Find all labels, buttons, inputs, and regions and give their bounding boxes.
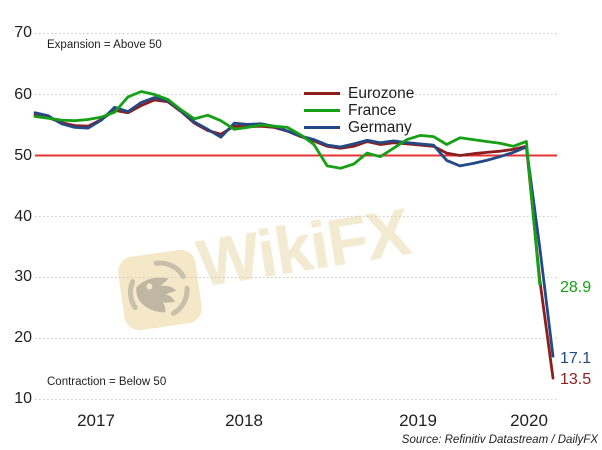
end-value-germany: 17.1 [560,350,592,367]
y-axis-tick-30: 30 [14,268,32,285]
series-line-eurozone [33,98,555,380]
eurozone-line-swatch [304,92,340,95]
y-axis-tick-50: 50 [14,147,32,164]
y-axis-tick-20: 20 [14,329,32,346]
chart-legend: Eurozone France Germany [304,85,414,136]
legend-row-eurozone: Eurozone [304,85,414,102]
germany-line-swatch [304,126,340,129]
france-line-swatch [304,109,340,112]
y-axis-tick-60: 60 [14,86,32,103]
legend-row-france: France [304,102,414,119]
x-axis-tick-2018: 2018 [225,411,263,430]
x-axis-tick-2017: 2017 [77,411,115,430]
series-line-germany [33,96,555,358]
legend-row-germany: Germany [304,119,414,136]
source-credit: Source: Refinitiv Datastream / DailyFX [401,434,598,446]
y-axis-tick-10: 10 [14,390,32,407]
end-value-eurozone: 13.5 [560,371,592,388]
x-axis-tick-2020: 2020 [510,411,548,430]
y-axis-tick-40: 40 [14,208,32,225]
legend-label-germany: Germany [348,119,412,136]
expansion-annotation: Expansion = Above 50 [47,39,162,51]
x-axis-tick-2019: 2019 [399,411,437,430]
y-axis-tick-70: 70 [14,24,32,41]
series-line-france [33,90,542,286]
legend-label-france: France [348,102,397,119]
contraction-annotation: Contraction = Below 50 [47,376,167,388]
legend-label-eurozone: Eurozone [348,85,415,102]
end-value-france: 28.9 [560,279,592,296]
